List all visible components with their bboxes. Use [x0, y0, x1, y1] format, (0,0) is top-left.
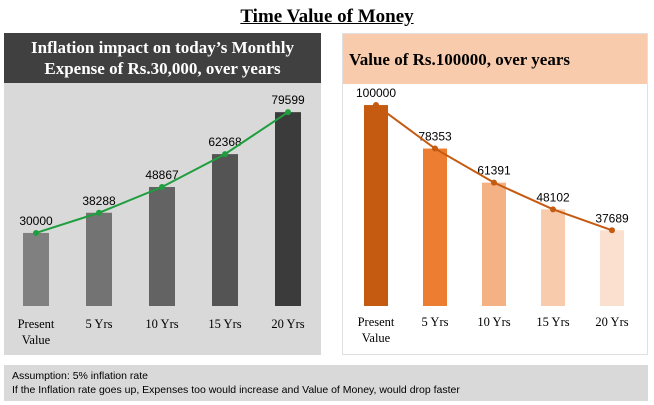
category-label: 5 Yrs: [86, 317, 113, 331]
category-label: 15 Yrs: [536, 315, 569, 329]
bar: [600, 230, 624, 306]
bar: [423, 148, 447, 306]
trend-point: [222, 151, 228, 158]
data-label: 30000: [19, 214, 53, 228]
money-value-chart-panel: Value of Rs.100000, over years 100000 Pre…: [342, 33, 648, 355]
inflation-chart: 30000 Present Value 38288 5 Yrs 48867 10 Yrs 62…: [18, 93, 305, 347]
bar: [541, 209, 565, 306]
trend-point: [373, 102, 379, 109]
bar: [482, 182, 506, 306]
trend-point: [96, 209, 102, 216]
data-label: 48867: [145, 168, 179, 182]
bar: [23, 232, 49, 306]
bar: [86, 212, 112, 306]
money-value-chart: 100000 Present Value 78353 5 Yrs 61391 10 Yrs 4…: [356, 86, 629, 345]
data-label: 100000: [356, 86, 396, 100]
category-label: 15 Yrs: [208, 317, 241, 331]
category-label: 10 Yrs: [145, 317, 178, 331]
data-label: 79599: [271, 93, 305, 107]
bar: [364, 105, 388, 306]
bar: [149, 186, 175, 306]
trend-point: [285, 109, 291, 116]
data-label: 78353: [418, 130, 452, 144]
category-label: Present Value: [18, 317, 55, 347]
money-value-chart-title: Value of Rs.100000, over years: [343, 34, 647, 84]
trend-point: [550, 206, 556, 213]
bar: [212, 154, 238, 306]
data-label: 37689: [595, 211, 629, 225]
inflation-chart-title: Inflation impact on today’s Monthly Expe…: [4, 33, 321, 83]
category-label: Present Value: [358, 315, 395, 345]
footer-note: Assumption: 5% inflation rate If the Inf…: [4, 365, 648, 401]
category-label: 10 Yrs: [477, 315, 510, 329]
trend-point: [33, 229, 39, 236]
data-label: 38288: [82, 194, 116, 208]
footer-assumption: Assumption: 5% inflation rate: [12, 370, 148, 382]
bar: [275, 112, 301, 307]
category-label: 5 Yrs: [422, 315, 449, 329]
inflation-chart-panel: Inflation impact on today’s Monthly Expe…: [4, 33, 321, 355]
trend-point: [491, 179, 497, 186]
trend-point: [609, 227, 615, 234]
trend-point: [432, 145, 438, 152]
data-label: 62368: [208, 135, 242, 149]
category-label: 20 Yrs: [595, 315, 628, 329]
category-label: 20 Yrs: [271, 317, 304, 331]
data-label: 48102: [536, 190, 570, 204]
page-title: Time Value of Money: [240, 6, 414, 27]
footer-explanation: If the Inflation rate goes up, Expenses …: [12, 384, 460, 396]
trend-point: [159, 183, 165, 190]
data-label: 61391: [477, 164, 511, 178]
